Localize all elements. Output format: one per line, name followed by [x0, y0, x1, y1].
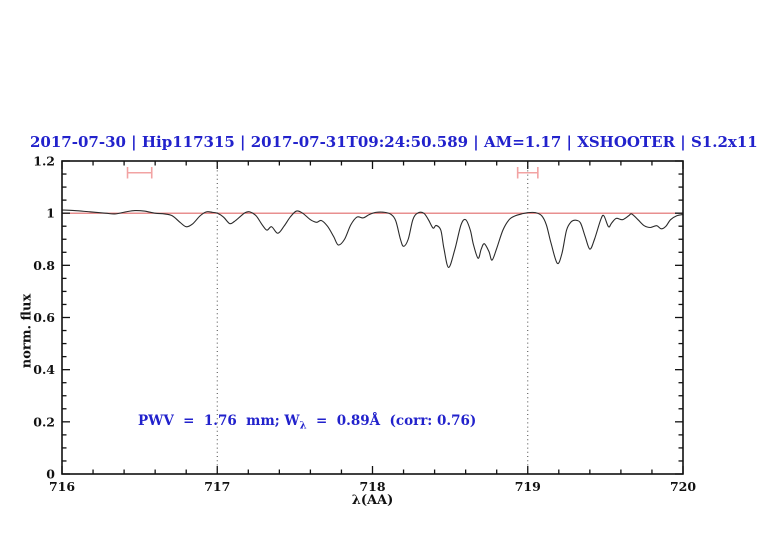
range-markers	[126, 167, 539, 179]
pwv-annotation-lambda-sub: λ	[299, 420, 307, 432]
svg-text:0: 0	[46, 467, 55, 482]
svg-text:719: 719	[515, 479, 541, 494]
axis-ticks	[61, 160, 684, 475]
svg-text:0.2: 0.2	[33, 414, 55, 429]
svg-text:717: 717	[204, 479, 230, 494]
plot-title: 2017-07-30 | Hip117315 | 2017-07-31T09:2…	[30, 133, 758, 151]
svg-text:718: 718	[359, 479, 385, 494]
svg-text:0.8: 0.8	[33, 258, 55, 273]
svg-text:1: 1	[46, 206, 55, 221]
pwv-annotation-part2: = 0.89Å (corr: 0.76)	[306, 413, 477, 429]
svg-text:716: 716	[49, 479, 75, 494]
x-axis-label: λ(AA)	[351, 493, 394, 508]
pwv-annotation: PWV = 1.76 mm; Wλ = 0.89Å (corr: 0.76)	[138, 413, 476, 432]
pwv-annotation-part1: PWV = 1.76 mm; W	[138, 413, 300, 429]
svg-text:0.6: 0.6	[33, 310, 55, 325]
tick-labels: 716 717 718 719 720 0 0.2 0.4 0.6 0.8 1 1.2	[33, 154, 696, 495]
spectrum-line	[61, 209, 684, 268]
reference-vlines	[216, 162, 529, 473]
svg-text:720: 720	[670, 479, 696, 494]
y-axis-label: norm. flux	[19, 293, 35, 369]
svg-text:1.2: 1.2	[33, 154, 55, 169]
svg-text:0.4: 0.4	[33, 362, 55, 377]
